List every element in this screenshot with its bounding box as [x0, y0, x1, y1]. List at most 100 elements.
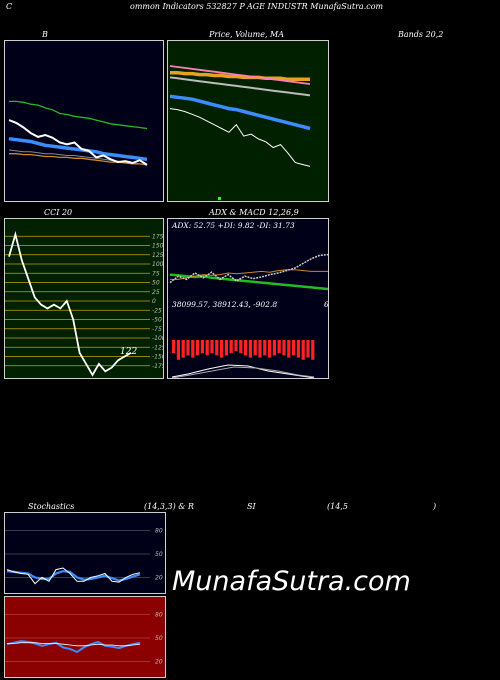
rsi-params: (14,5: [327, 502, 348, 511]
adx-macd-label: ADX & MACD 12,26,9: [209, 208, 299, 217]
macd-bar: [287, 340, 291, 358]
rsi-ma-line: [7, 642, 141, 647]
macd-bar: [176, 340, 180, 360]
ma-short: [169, 94, 311, 131]
macd-bar: [224, 340, 228, 356]
macd-bar: [272, 340, 276, 356]
bollinger-chart: [8, 100, 148, 166]
macd-bar: [205, 340, 209, 356]
macd-bar: [215, 340, 219, 356]
stoch-tick-label: 20: [155, 574, 163, 581]
rsi-tick-label: 80: [155, 612, 163, 619]
adx-values: ADX: 52.75 +DI: 9.82 -DI: 31.73: [172, 221, 295, 230]
volume-bar: [218, 197, 221, 200]
upper-band: [9, 100, 148, 130]
macd-bar: [268, 340, 272, 358]
minus-di-line: [170, 269, 328, 280]
cci-tick-label: -150: [152, 354, 164, 361]
macd-bar: [244, 340, 248, 356]
cci-tick-label: 125: [152, 252, 164, 259]
price-chart: [169, 65, 311, 200]
stochastic-panel: 80 50 20: [4, 512, 166, 594]
macd-bar: [248, 340, 252, 358]
cci-tick-label: -125: [152, 344, 164, 351]
macd-bar: [181, 340, 185, 358]
macd-bar: [196, 340, 200, 356]
cci-tick-label: -25: [152, 307, 162, 314]
ma-long: [169, 65, 311, 85]
macd-bar: [258, 340, 262, 358]
macd-bar: [253, 340, 257, 356]
cci-tick-label: 25: [152, 289, 160, 296]
si-label: SI: [247, 502, 256, 511]
cci-tick-label: -100: [152, 335, 164, 342]
header-right: AGE INDUSTR MunafaSutra.com: [247, 2, 384, 11]
macd-values: 38099.57, 38912.43, -902.8: [172, 300, 278, 309]
macd-bar: [186, 340, 190, 356]
cci-tick-label: 50: [152, 280, 160, 287]
cci-tick-label: -75: [152, 326, 162, 333]
watermark: MunafaSutra.com: [172, 566, 411, 597]
macd-bar: [172, 340, 176, 354]
cci-tick-label: 0: [152, 298, 156, 305]
rsi-tick-label: 20: [155, 658, 163, 665]
cci-tick-label: -175: [152, 363, 164, 370]
adx-macd-chart: [169, 253, 328, 378]
cci-tick-label: 150: [152, 243, 164, 250]
macd-bar: [191, 340, 195, 358]
macd-bar: [263, 340, 267, 356]
close-line: [8, 119, 148, 166]
rsi-panel: 80 50 20: [4, 596, 166, 678]
macd-bar: [210, 340, 214, 354]
macd-bar: [239, 340, 243, 354]
stoch-params: (14,3,3) & R: [144, 502, 194, 511]
rsi-close: ): [433, 502, 437, 511]
macd-line: [171, 364, 315, 378]
price-label: Price, Volume, MA: [209, 30, 285, 39]
macd-bar: [282, 340, 286, 356]
stoch-label: Stochastics: [28, 502, 75, 511]
macd-bar: [200, 340, 204, 354]
cci-line: [8, 230, 132, 377]
macd-bar: [220, 340, 224, 358]
price-panel: [167, 40, 329, 202]
stoch-tick-label: 50: [155, 551, 163, 558]
stoch-tick-label: 80: [155, 528, 163, 535]
macd-bar: [229, 340, 233, 354]
ma-longest: [170, 70, 310, 82]
cci-chart: 175 150 125 100 75 50 25 0 -25 -50 -75 -100 -125 -150…: [5, 230, 164, 377]
ma-mid: [169, 76, 311, 97]
cci-panel: 175 150 125 100 75 50 25 0 -25 -50 -75 -100 -125 -150…: [4, 218, 164, 379]
macd-bar: [234, 340, 238, 351]
signal-line: [171, 366, 315, 378]
bands-label: Bands 20,2: [398, 30, 444, 39]
macd-bar: [311, 340, 315, 360]
bollinger-panel: [4, 40, 164, 202]
stoch-d-line: [6, 570, 141, 582]
macd-bar: [306, 340, 310, 358]
header-center: ommon Indicators 532827 P: [130, 2, 245, 11]
bb-label: B: [42, 30, 48, 39]
macd-bar: [292, 340, 296, 356]
cci-tick-label: 175: [152, 233, 164, 240]
plus-di-line: [169, 273, 328, 291]
stoch-k-line: [6, 567, 141, 585]
lower-band: [9, 153, 148, 166]
cci-value-label: 122: [120, 347, 137, 357]
macd-bar: [301, 340, 305, 360]
rsi-chart: 80 50 20: [5, 612, 163, 665]
adx-line: [169, 253, 328, 284]
cci-tick-label: -50: [152, 317, 162, 324]
header-left: C: [6, 2, 13, 11]
stochastic-chart: 80 50 20: [5, 528, 163, 585]
macd-bar: [296, 340, 300, 358]
cci-label: CCI 20: [44, 208, 73, 217]
rsi-line: [6, 640, 141, 654]
rsi-tick-label: 50: [155, 635, 163, 642]
middle-band: [8, 136, 148, 162]
price-line: [169, 108, 311, 167]
macd-right-value: 6: [324, 300, 329, 309]
cci-tick-label: 75: [152, 270, 160, 277]
cci-tick-label: 100: [152, 261, 164, 268]
macd-bar: [277, 340, 281, 354]
